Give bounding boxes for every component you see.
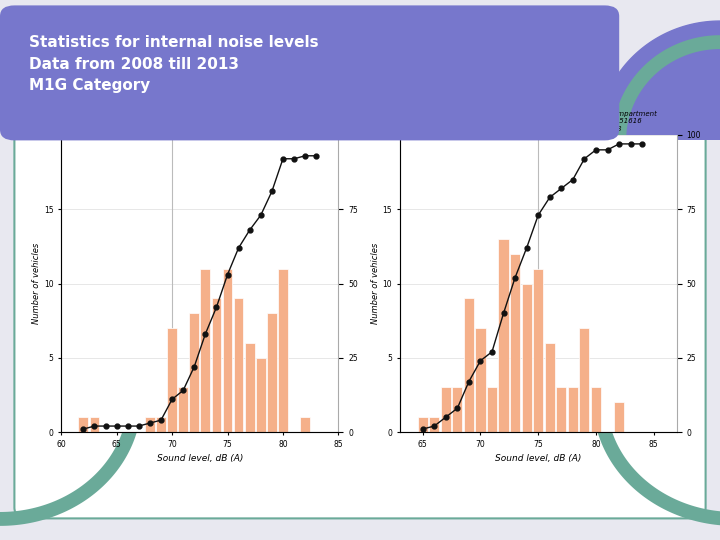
Bar bbox=[167, 328, 177, 432]
Bar bbox=[464, 298, 474, 432]
Bar bbox=[521, 284, 532, 432]
Text: Data from 2008 till 2013: Data from 2008 till 2013 bbox=[29, 57, 239, 72]
Bar bbox=[234, 298, 243, 432]
Y-axis label: Number of vehicles: Number of vehicles bbox=[371, 243, 379, 324]
Title: Histogram of sound levels distribution in passengers' compartment
at the moment : Histogram of sound levels distribution i… bbox=[420, 111, 657, 132]
Bar bbox=[145, 417, 155, 432]
Bar bbox=[498, 239, 508, 432]
Bar bbox=[245, 343, 255, 432]
Text: M1G Category: M1G Category bbox=[29, 78, 150, 93]
Bar bbox=[475, 328, 485, 432]
Bar bbox=[487, 388, 497, 432]
Y-axis label: Number of vehicles: Number of vehicles bbox=[32, 243, 41, 324]
X-axis label: Sound level, dB (A): Sound level, dB (A) bbox=[157, 454, 243, 463]
Bar bbox=[418, 417, 428, 432]
Bar bbox=[156, 417, 166, 432]
Bar bbox=[441, 388, 451, 432]
Bar bbox=[78, 417, 89, 432]
Bar bbox=[568, 388, 578, 432]
Bar bbox=[300, 417, 310, 432]
Bar bbox=[212, 298, 221, 432]
Bar bbox=[533, 268, 544, 432]
Bar bbox=[429, 417, 439, 432]
Bar bbox=[89, 417, 99, 432]
Bar bbox=[452, 388, 462, 432]
Bar bbox=[200, 268, 210, 432]
Bar bbox=[557, 388, 567, 432]
Bar bbox=[189, 313, 199, 432]
X-axis label: Sound level, dB (A): Sound level, dB (A) bbox=[495, 454, 581, 463]
Bar bbox=[256, 357, 266, 432]
Polygon shape bbox=[598, 21, 720, 140]
Bar bbox=[179, 388, 188, 432]
Bar bbox=[267, 313, 276, 432]
Bar bbox=[591, 388, 601, 432]
Bar bbox=[544, 343, 555, 432]
Bar bbox=[614, 402, 624, 432]
Bar bbox=[580, 328, 590, 432]
Bar bbox=[222, 268, 233, 432]
Title: Histogram of sound levels distribution at driver's seat
at the moment of acceler: Histogram of sound levels distribution a… bbox=[96, 111, 303, 132]
Bar bbox=[278, 268, 288, 432]
Bar bbox=[510, 254, 520, 432]
Text: Statistics for internal noise levels: Statistics for internal noise levels bbox=[29, 35, 318, 50]
